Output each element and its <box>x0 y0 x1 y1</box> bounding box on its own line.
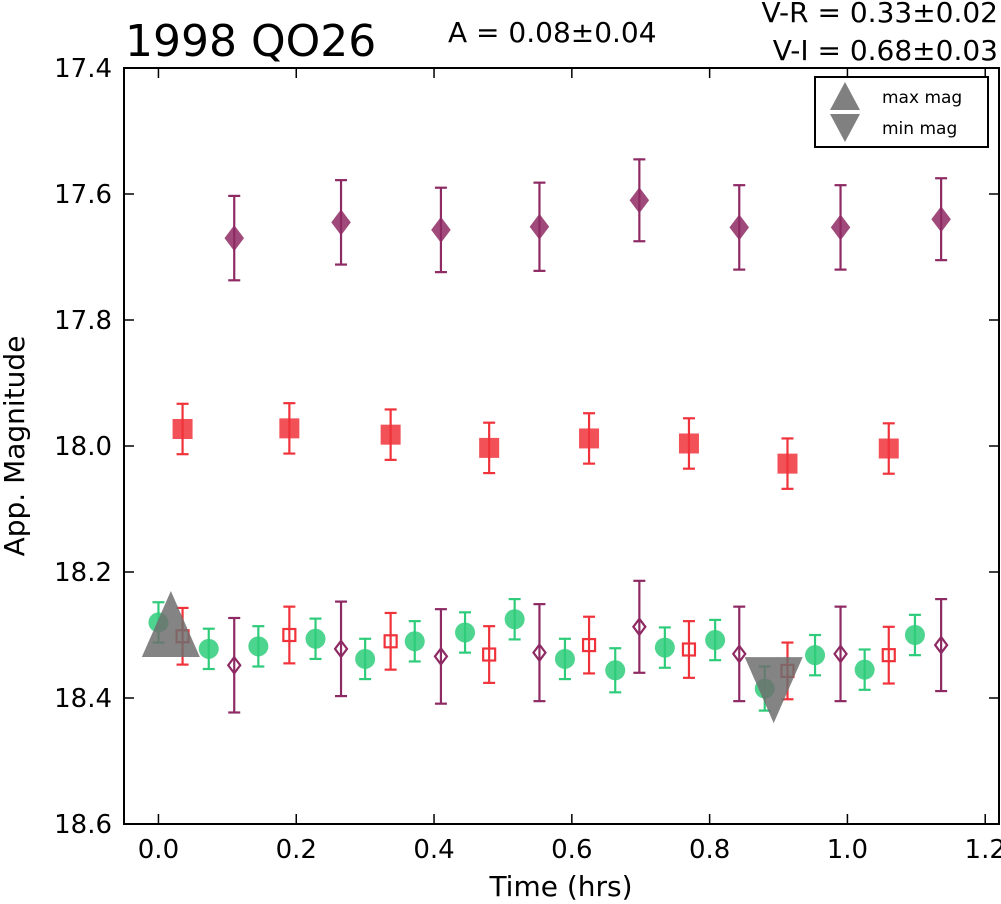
data-point-square <box>581 637 597 653</box>
color-index-vi: V-I = 0.68±0.03 <box>773 34 998 67</box>
data-point-diamond <box>731 644 747 664</box>
y-tick-label: 18.4 <box>54 684 112 714</box>
data-point-diamond <box>331 209 351 236</box>
legend: max mag min mag <box>814 76 989 148</box>
data-point-diamond <box>529 213 550 240</box>
x-tick-label: 0.2 <box>276 835 317 865</box>
x-tick-label: 1.0 <box>827 835 868 865</box>
y-tick-label: 17.4 <box>54 54 112 84</box>
legend-min-mag-label: min mag <box>882 119 957 139</box>
y-axis-label: App. Magnitude <box>0 336 31 557</box>
data-point-diamond <box>224 225 244 252</box>
data-point-diamond <box>532 642 547 663</box>
y-axis: 17.4 17.6 17.8 18.0 18.2 18.4 18.6 <box>54 54 999 840</box>
data-point-circle <box>248 636 269 657</box>
data-point-circle <box>455 622 476 643</box>
data-point-square <box>579 428 600 449</box>
data-point-diamond <box>931 206 951 233</box>
y-tick-label: 18.6 <box>54 810 112 840</box>
color-index-vr: V-R = 0.33±0.02 <box>762 0 998 29</box>
x-axis-label: Time (hrs) <box>488 870 632 903</box>
data-point-diamond <box>833 644 848 664</box>
data-point-square <box>777 453 798 474</box>
data-layer <box>141 158 951 724</box>
data-point-square <box>279 418 300 439</box>
data-point-circle <box>605 660 626 681</box>
chart-title: 1998 QO26 <box>125 16 376 67</box>
plot-frame <box>123 67 1000 825</box>
data-point-circle <box>805 645 826 666</box>
data-point-square <box>681 642 697 657</box>
x-tick-label: 0.0 <box>138 835 179 865</box>
data-point-square <box>482 647 497 662</box>
x-tick-label: 0.4 <box>413 835 454 865</box>
data-point-square <box>172 418 193 439</box>
data-point-square <box>878 438 899 459</box>
data-point-diamond <box>830 214 851 241</box>
data-point-diamond <box>729 214 750 241</box>
max-mag-marker <box>141 591 200 657</box>
x-tick-label: 0.8 <box>689 835 730 865</box>
y-tick-label: 18.2 <box>54 558 112 588</box>
data-point-circle <box>355 648 376 669</box>
data-point-diamond <box>431 216 451 243</box>
data-point-circle <box>654 637 675 658</box>
x-tick-label: 0.6 <box>551 835 592 865</box>
y-tick-label: 18.0 <box>54 432 112 462</box>
data-point-circle <box>854 659 875 680</box>
amplitude-label: A = 0.08±0.04 <box>448 16 657 49</box>
data-point-diamond <box>433 646 449 667</box>
data-point-circle <box>554 648 575 669</box>
min-mag-marker <box>744 657 803 724</box>
data-point-circle <box>904 625 925 645</box>
data-point-diamond <box>226 655 242 676</box>
data-point-diamond <box>333 639 349 659</box>
data-point-square <box>881 648 896 663</box>
data-point-square <box>678 433 699 454</box>
data-point-diamond <box>631 616 647 637</box>
y-tick-label: 17.8 <box>54 306 112 336</box>
data-point-circle <box>198 638 219 659</box>
data-point-diamond <box>933 635 949 655</box>
x-tick-label: 1.2 <box>965 835 1001 865</box>
legend-min-mag-marker <box>830 114 860 142</box>
data-point-square <box>380 424 401 445</box>
data-point-square <box>383 634 398 649</box>
data-point-circle <box>705 630 726 651</box>
data-point-square <box>282 627 297 643</box>
y-tick-label: 17.6 <box>54 180 112 210</box>
legend-max-mag-label: max mag <box>882 88 962 108</box>
data-point-square <box>479 437 500 458</box>
x-axis: 0.0 0.2 0.4 0.6 0.8 1.0 1.2 <box>138 68 1001 865</box>
data-point-circle <box>305 628 326 649</box>
legend-max-mag-marker <box>830 82 860 110</box>
data-point-circle <box>404 631 425 652</box>
data-point-diamond <box>629 187 650 214</box>
data-point-circle <box>504 609 525 630</box>
